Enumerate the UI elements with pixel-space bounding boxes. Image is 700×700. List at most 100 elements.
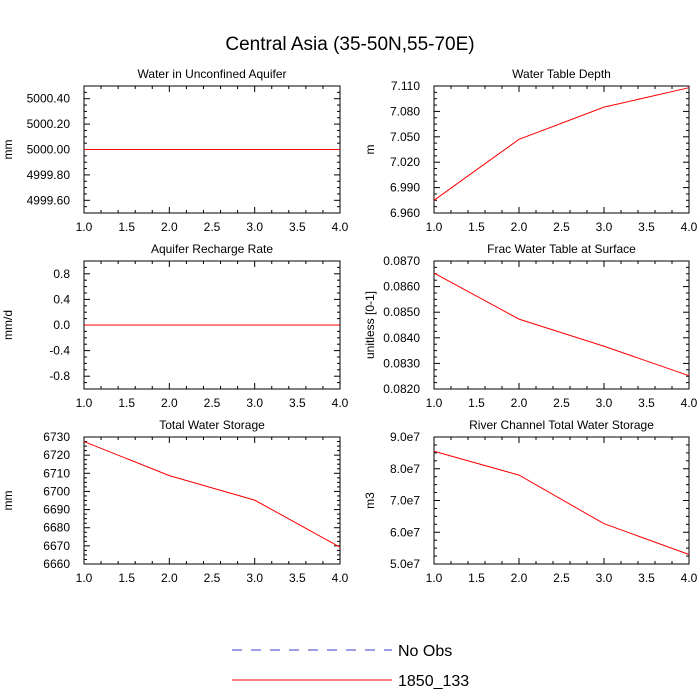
legend-label-2: 1850_133 xyxy=(398,673,469,690)
x-tick-label: 3.5 xyxy=(289,220,306,234)
x-tick-label: 3.0 xyxy=(596,396,613,410)
x-tick-label: 1.0 xyxy=(76,571,93,585)
x-tick-label: 3.0 xyxy=(246,571,263,585)
y-tick-label: 0.0840 xyxy=(383,331,420,345)
y-tick-label: 7.050 xyxy=(390,130,420,144)
x-tick-label: 2.5 xyxy=(204,396,221,410)
x-tick-label: 1.0 xyxy=(76,220,93,234)
y-tick-label: 6.0e7 xyxy=(390,525,420,539)
panel-title: Water Table Depth xyxy=(512,67,611,81)
panel-title: Frac Water Table at Surface xyxy=(487,242,636,256)
x-tick-label: 3.0 xyxy=(246,396,263,410)
y-tick-label: 6700 xyxy=(43,484,70,498)
chart-panel-5: Total Water Storage 1.0 1.5 2.0 2.5 3.0 3.5 4.0… xyxy=(1,418,349,585)
x-tick-label: 2.5 xyxy=(553,396,570,410)
y-tick-label: 4999.80 xyxy=(27,168,71,182)
y-axis-label: mm/d xyxy=(1,310,15,340)
x-tick-label: 1.5 xyxy=(118,220,135,234)
x-tick-label: 1.0 xyxy=(426,396,443,410)
y-tick-label: 7.0e7 xyxy=(390,494,420,508)
legend: No Obs 1850_133 xyxy=(232,643,469,690)
y-tick-label: 4999.60 xyxy=(27,193,71,207)
y-tick-label: 6.960 xyxy=(390,206,420,220)
y-tick-label: 6680 xyxy=(43,521,70,535)
x-tick-label: 1.5 xyxy=(468,396,485,410)
x-tick-label: 1.5 xyxy=(118,571,135,585)
legend-label-1: No Obs xyxy=(398,643,452,660)
chart-panel-6: River Channel Total Water Storage 1.0 1.5 2… xyxy=(363,418,698,585)
y-axis-label: unitless [0-1] xyxy=(363,291,377,359)
series-line-1850-133 xyxy=(83,441,341,548)
y-tick-label: 0.8 xyxy=(53,267,70,281)
x-tick-label: 2.5 xyxy=(553,220,570,234)
x-tick-label: 4.0 xyxy=(681,396,698,410)
y-tick-label: 0.0850 xyxy=(383,305,420,319)
y-tick-label: 5000.20 xyxy=(27,117,71,131)
x-tick-label: 2.0 xyxy=(511,220,528,234)
x-tick-label: 3.0 xyxy=(596,220,613,234)
plot-frame xyxy=(433,85,690,214)
x-tick-label: 2.5 xyxy=(204,220,221,234)
y-tick-label: 6.990 xyxy=(390,181,420,195)
y-tick-label: 0.0860 xyxy=(383,280,420,294)
x-tick-label: 3.5 xyxy=(289,571,306,585)
plot-frame xyxy=(83,436,341,565)
x-tick-label: 2.0 xyxy=(161,396,178,410)
y-tick-label: 6710 xyxy=(43,466,70,480)
y-tick-label: 5.0e7 xyxy=(390,557,420,571)
y-axis-label: m3 xyxy=(363,492,377,509)
y-tick-label: 0.4 xyxy=(53,292,70,306)
y-axis-label: m xyxy=(363,145,377,155)
x-tick-label: 1.5 xyxy=(118,396,135,410)
y-tick-label: -0.8 xyxy=(49,369,70,383)
panel-title: River Channel Total Water Storage xyxy=(469,418,654,432)
x-tick-label: 4.0 xyxy=(332,220,349,234)
x-tick-label: 2.5 xyxy=(553,571,570,585)
panel-title: Water in Unconfined Aquifer xyxy=(138,67,287,81)
x-tick-label: 1.5 xyxy=(468,220,485,234)
y-tick-label: 7.020 xyxy=(390,155,420,169)
y-tick-label: 5000.00 xyxy=(27,143,71,157)
x-tick-label: 2.5 xyxy=(204,571,221,585)
y-tick-label: 0.0870 xyxy=(383,254,420,268)
y-tick-label: 6720 xyxy=(43,448,70,462)
y-tick-label: 6660 xyxy=(43,557,70,571)
y-tick-label: 7.080 xyxy=(390,104,420,118)
chart-panel-2: Water Table Depth 1.0 1.5 2.0 2.5 3.0 3.5 4.0 7.… xyxy=(363,67,698,234)
chart-panel-3: Aquifer Recharge Rate 1.0 1.5 2.0 2.5 3.0 3.5 4… xyxy=(1,242,349,410)
x-tick-label: 3.5 xyxy=(638,571,655,585)
x-tick-label: 3.0 xyxy=(596,571,613,585)
y-axis-label: mm xyxy=(1,491,15,511)
y-tick-label: 6730 xyxy=(43,430,70,444)
panel-title: Total Water Storage xyxy=(159,418,265,432)
x-tick-label: 3.5 xyxy=(638,220,655,234)
y-tick-label: 5000.40 xyxy=(27,92,71,106)
x-tick-label: 1.0 xyxy=(426,220,443,234)
y-tick-label: 7.110 xyxy=(391,79,420,93)
x-tick-label: 4.0 xyxy=(681,571,698,585)
x-tick-label: 3.5 xyxy=(638,396,655,410)
series-line-1850-133 xyxy=(433,272,690,377)
chart-panel-1: Water in Unconfined Aquifer 1.0 1.5 2.0 2.5 3… xyxy=(1,67,349,234)
x-tick-label: 2.0 xyxy=(161,571,178,585)
chart-panel-4: Frac Water Table at Surface 1.0 1.5 2.0 2.5 3… xyxy=(363,242,698,410)
y-axis-label: mm xyxy=(1,140,15,160)
plot-frame xyxy=(433,260,690,390)
plot-frame xyxy=(433,436,690,565)
y-tick-label: 8.0e7 xyxy=(390,462,420,476)
y-tick-label: 0.0 xyxy=(53,318,70,332)
panel-title: Aquifer Recharge Rate xyxy=(151,242,273,256)
x-tick-label: 2.0 xyxy=(511,571,528,585)
y-tick-label: 9.0e7 xyxy=(390,430,420,444)
y-tick-label: 6690 xyxy=(43,503,70,517)
x-tick-label: 2.0 xyxy=(161,220,178,234)
x-tick-label: 1.5 xyxy=(468,571,485,585)
x-tick-label: 3.0 xyxy=(246,220,263,234)
series-line-1850-133 xyxy=(433,450,690,555)
x-tick-label: 1.0 xyxy=(426,571,443,585)
y-tick-label: 6670 xyxy=(43,539,70,553)
x-tick-label: 1.0 xyxy=(76,396,93,410)
x-tick-label: 4.0 xyxy=(332,396,349,410)
y-tick-label: -0.4 xyxy=(49,344,70,358)
